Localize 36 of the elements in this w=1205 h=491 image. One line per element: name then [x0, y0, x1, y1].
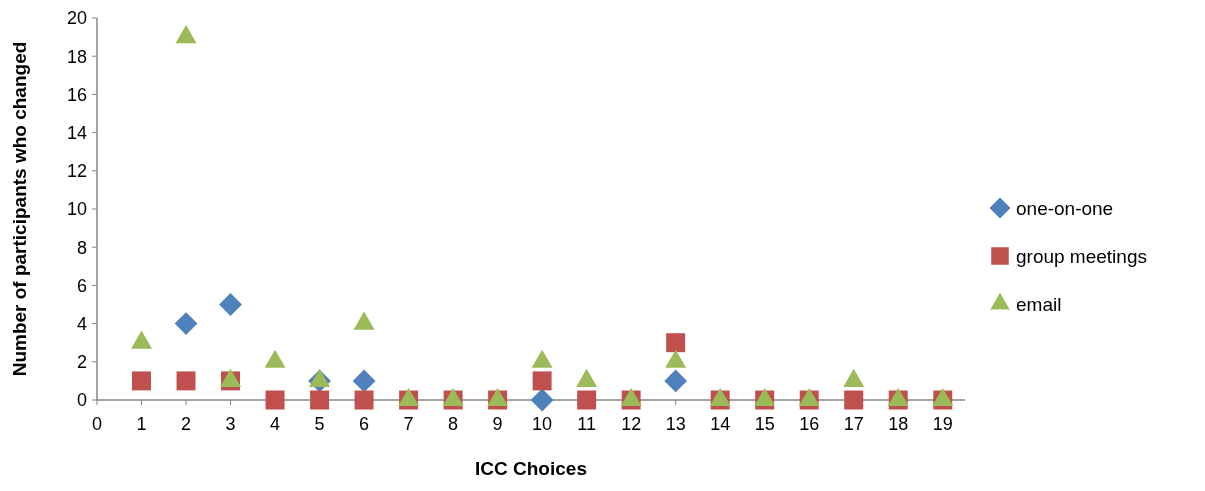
x-tick-label: 11 [577, 414, 596, 435]
x-tick-label: 0 [91, 414, 103, 435]
x-tick-label: 9 [492, 414, 503, 435]
y-tick-label: 4 [76, 313, 87, 334]
x-tick-label: 8 [448, 414, 459, 435]
y-axis-title: Number of participants who changed [9, 41, 30, 377]
y-tick-label: 6 [76, 275, 87, 296]
y-tick-label: 12 [66, 161, 87, 182]
x-tick-label: 12 [621, 414, 642, 435]
y-tick-label: 18 [66, 46, 87, 67]
x-tick-label: 17 [843, 414, 864, 435]
x-tick-label: 7 [403, 414, 414, 435]
y-tick-label: 0 [76, 390, 87, 411]
x-tick-label: 4 [270, 414, 281, 435]
x-tick-label: 15 [754, 414, 775, 435]
x-tick-label: 10 [532, 414, 553, 435]
x-tick-label: 3 [225, 414, 236, 435]
y-tick-label: 2 [76, 352, 87, 373]
x-tick-label: 1 [136, 414, 147, 435]
x-tick-label: 18 [888, 414, 909, 435]
legend-label: group meetings [1016, 245, 1147, 267]
x-tick-label: 14 [710, 414, 731, 435]
x-tick-label: 16 [799, 414, 820, 435]
y-tick-label: 10 [66, 199, 87, 220]
y-tick-label: 14 [66, 122, 87, 143]
y-tick-label: 16 [66, 84, 87, 105]
legend-label: one-on-one [1016, 197, 1114, 219]
y-tick-label: 20 [66, 8, 87, 29]
x-tick-label: 5 [314, 414, 325, 435]
x-tick-label: 13 [665, 414, 686, 435]
x-tick-label: 6 [359, 414, 370, 435]
x-tick-label: 19 [932, 414, 953, 435]
legend-label: email [1016, 293, 1062, 315]
y-tick-label: 8 [76, 237, 87, 258]
x-tick-label: 2 [181, 414, 192, 435]
x-axis-title: ICC Choices [475, 458, 587, 479]
